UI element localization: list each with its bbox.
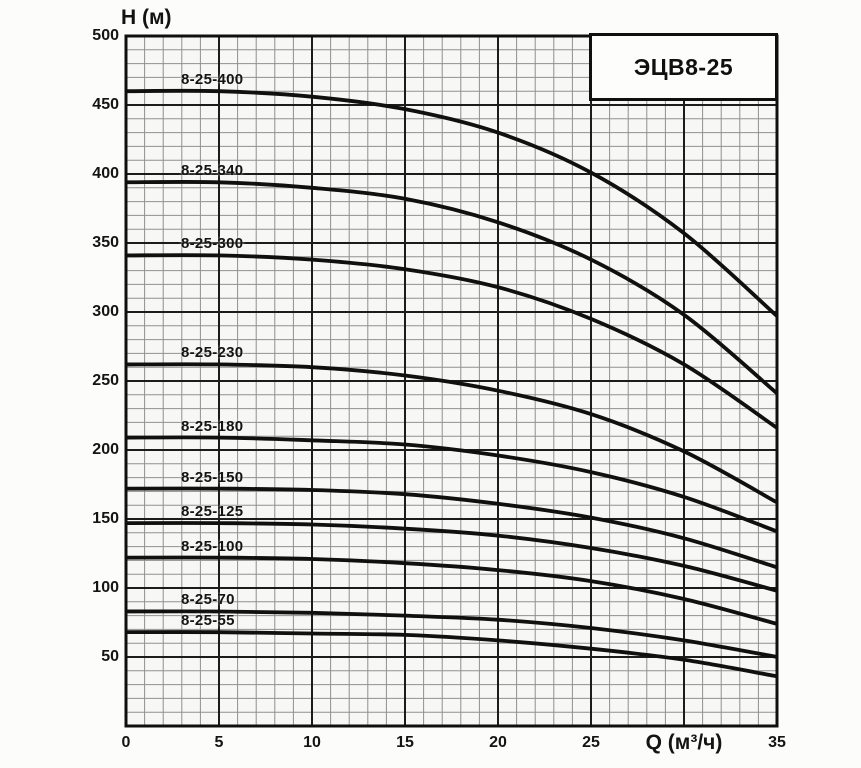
y-tick-label-400: 400: [92, 165, 119, 182]
curve-label-8-25-180: 8-25-180: [181, 417, 244, 435]
x-tick-label-10: 10: [303, 734, 321, 751]
x-axis-title: Q (м³/ч): [645, 731, 723, 754]
curve-label-8-25-150: 8-25-150: [181, 468, 244, 486]
x-tick-label-25: 25: [582, 734, 600, 751]
x-tick-label-20: 20: [489, 734, 507, 751]
curve-label-8-25-70: 8-25-70: [181, 591, 235, 609]
y-tick-label-150: 150: [92, 510, 119, 527]
y-tick-label-200: 200: [92, 441, 119, 458]
curve-8-25-400: [125, 88, 779, 318]
x-tick-label-0: 0: [121, 734, 131, 751]
y-axis-title: H (м): [121, 6, 172, 29]
curve-label-8-25-300: 8-25-300: [181, 235, 244, 253]
curve-label-8-25-125: 8-25-125: [181, 503, 244, 521]
curve-8-25-340: [125, 180, 779, 395]
y-tick-label-50: 50: [101, 648, 119, 665]
curve-8-25-100: [125, 555, 778, 626]
y-tick-label-350: 350: [92, 234, 119, 251]
curve-8-25-55: [125, 630, 778, 679]
x-tick-label-15: 15: [396, 734, 414, 751]
plot-border: [124, 34, 779, 728]
curve-label-8-25-100: 8-25-100: [181, 537, 244, 555]
y-tick-label-100: 100: [92, 579, 119, 596]
curve-label-8-25-400: 8-25-400: [181, 71, 244, 89]
y-tick-label-450: 450: [92, 96, 119, 113]
x-tick-label-5: 5: [214, 734, 224, 751]
curve-label-8-25-340: 8-25-340: [181, 162, 244, 180]
chart-title: ЭЦВ8-25: [633, 53, 734, 80]
curve-8-25-70: [125, 609, 778, 659]
y-tick-label-300: 300: [92, 303, 119, 320]
curve-label-8-25-55: 8-25-55: [181, 612, 235, 630]
curve-8-25-230: [125, 362, 778, 505]
y-tick-label-500: 500: [92, 27, 119, 44]
y-tick-label-250: 250: [92, 372, 119, 389]
curve-8-25-180: [125, 435, 778, 534]
curve-label-8-25-230: 8-25-230: [181, 344, 244, 362]
x-tick-label-35: 35: [768, 734, 786, 751]
chart-title-box: ЭЦВ8-25: [589, 33, 778, 101]
curve-8-25-125: [125, 521, 778, 593]
curve-8-25-300: [125, 253, 779, 430]
curve-8-25-150: [125, 486, 778, 570]
